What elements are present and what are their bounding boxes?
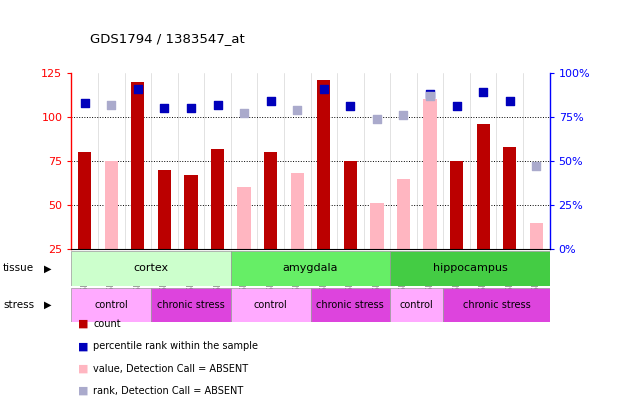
Point [212,101,222,108]
Point [186,105,196,111]
Bar [78,152,91,293]
Bar [184,175,197,293]
Text: percentile rank within the sample: percentile rank within the sample [93,341,258,351]
Bar [131,82,145,293]
Text: stress: stress [3,300,34,310]
Text: hippocampus: hippocampus [432,263,507,273]
Text: chronic stress: chronic stress [463,300,530,310]
Point [133,85,143,92]
Point [425,93,435,99]
Point [292,107,302,113]
Bar [291,173,304,293]
Bar [503,147,517,293]
Bar [264,152,278,293]
Point [160,105,170,111]
Bar [370,203,384,293]
Point [505,98,515,104]
Point [345,103,355,110]
Bar [397,179,410,293]
Point [79,100,89,106]
Text: amygdala: amygdala [283,263,338,273]
Text: ■: ■ [78,364,88,373]
Text: cortex: cortex [134,263,169,273]
Bar [237,188,251,293]
Bar [530,223,543,293]
Point [266,98,276,104]
Bar [390,288,443,322]
Text: value, Detection Call = ABSENT: value, Detection Call = ABSENT [93,364,248,373]
Point [399,112,409,118]
Bar [71,288,151,322]
Bar [231,288,310,322]
Bar [390,251,550,286]
Bar [71,251,231,286]
Bar [443,288,550,322]
Text: control: control [94,300,128,310]
Bar [343,161,357,293]
Text: ■: ■ [78,319,88,329]
Text: GDS1794 / 1383547_at: GDS1794 / 1383547_at [90,32,245,45]
Text: ▶: ▶ [43,263,51,273]
Text: control: control [400,300,433,310]
Bar [450,161,463,293]
Text: ▶: ▶ [43,300,51,310]
Bar [158,170,171,293]
Bar [151,288,231,322]
Text: ■: ■ [78,341,88,351]
Point [239,110,249,117]
Bar [476,124,490,293]
Text: tissue: tissue [3,263,34,273]
Bar [104,161,118,293]
Point [319,85,329,92]
Point [425,91,435,97]
Point [451,103,461,110]
Text: count: count [93,319,120,329]
Point [478,89,488,96]
Point [532,163,542,170]
Point [372,115,382,122]
Bar [211,149,224,293]
Bar [310,288,390,322]
Text: control: control [254,300,288,310]
Text: ■: ■ [78,386,88,396]
Text: rank, Detection Call = ABSENT: rank, Detection Call = ABSENT [93,386,243,396]
Text: chronic stress: chronic stress [157,300,225,310]
Text: chronic stress: chronic stress [317,300,384,310]
Point [106,101,116,108]
Bar [317,80,330,293]
Bar [231,251,390,286]
Bar [424,99,437,293]
